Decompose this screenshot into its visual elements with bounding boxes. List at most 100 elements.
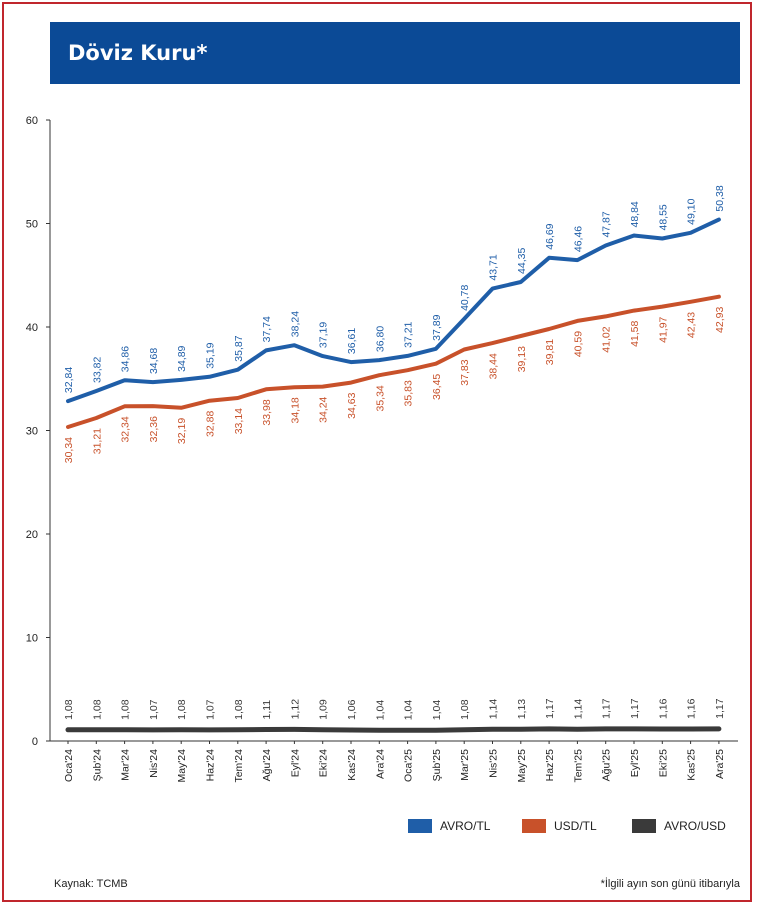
data-label-avro-usd: 1,04 bbox=[403, 700, 415, 721]
legend-item-avro-tl: AVRO/TL bbox=[408, 816, 490, 836]
x-tick-label: Ağu'25 bbox=[601, 749, 613, 782]
y-tick-label: 10 bbox=[26, 633, 38, 645]
data-label-usd-tl: 33,14 bbox=[233, 408, 245, 434]
data-label-avro-usd: 1,17 bbox=[544, 698, 556, 719]
data-label-avro-usd: 1,04 bbox=[431, 700, 443, 721]
x-tick-label: Mar'24 bbox=[120, 749, 132, 781]
y-tick-label: 50 bbox=[26, 219, 38, 231]
data-label-usd-tl: 34,18 bbox=[289, 397, 301, 423]
data-label-avro-usd: 1,07 bbox=[148, 699, 160, 720]
data-label-avro-usd: 1,16 bbox=[686, 698, 698, 719]
data-label-avro-tl: 47,87 bbox=[601, 211, 613, 237]
data-label-avro-tl: 48,84 bbox=[629, 201, 641, 227]
data-label-avro-usd: 1,04 bbox=[374, 700, 386, 721]
data-label-avro-tl: 40,78 bbox=[459, 284, 471, 310]
x-tick-label: May'24 bbox=[176, 749, 188, 783]
x-tick-label: Nis'24 bbox=[148, 749, 160, 778]
data-label-usd-tl: 33,98 bbox=[261, 399, 273, 425]
y-tick-label: 0 bbox=[32, 736, 38, 748]
data-label-avro-tl: 33,82 bbox=[91, 357, 103, 383]
x-tick-label: Ara'25 bbox=[714, 749, 726, 779]
data-label-avro-tl: 46,69 bbox=[544, 223, 556, 249]
legend-label-avro-usd: AVRO/USD bbox=[664, 819, 726, 833]
data-label-avro-tl: 37,21 bbox=[403, 321, 415, 347]
legend-swatch-avro-tl bbox=[408, 819, 432, 833]
data-label-avro-tl: 36,61 bbox=[346, 328, 358, 354]
x-tick-label: Kas'24 bbox=[346, 749, 358, 781]
series-line-avro-tl bbox=[66, 217, 721, 404]
data-label-avro-tl: 37,74 bbox=[261, 316, 273, 342]
source-note: Kaynak: TCMB bbox=[54, 878, 128, 890]
legend-item-avro-usd: AVRO/USD bbox=[632, 816, 726, 836]
legend-swatch-avro-usd bbox=[632, 819, 656, 833]
data-label-usd-tl: 41,58 bbox=[629, 320, 641, 346]
footnote: *İlgili ayın son günü itibarıyla bbox=[600, 878, 740, 890]
data-label-avro-usd: 1,08 bbox=[120, 699, 132, 720]
data-label-usd-tl: 35,34 bbox=[374, 385, 386, 411]
data-label-avro-tl: 38,24 bbox=[289, 311, 301, 337]
data-label-avro-usd: 1,11 bbox=[261, 700, 273, 720]
x-tick-label: Eki'24 bbox=[318, 749, 330, 777]
data-label-avro-tl: 34,68 bbox=[148, 348, 160, 374]
series-line-avro-usd bbox=[65, 726, 722, 733]
legend-label-avro-tl: AVRO/TL bbox=[440, 819, 491, 833]
x-tick-label: Kas'25 bbox=[686, 749, 698, 781]
series-line-usd-tl bbox=[66, 294, 721, 429]
x-tick-label: Ara'24 bbox=[374, 749, 386, 779]
data-label-avro-usd: 1,13 bbox=[516, 699, 528, 720]
x-tick-label: Mar'25 bbox=[459, 749, 471, 781]
data-label-usd-tl: 31,21 bbox=[91, 428, 103, 454]
x-tick-label: Haz'25 bbox=[544, 749, 556, 782]
data-label-avro-usd: 1,12 bbox=[289, 699, 301, 720]
x-tick-label: Nis'25 bbox=[488, 749, 500, 778]
y-tick-label: 20 bbox=[26, 529, 38, 541]
x-tick-label: Şub'25 bbox=[431, 749, 443, 782]
chart-title-bar: Döviz Kuru* bbox=[50, 22, 740, 84]
x-tick-label: Tem'25 bbox=[572, 749, 584, 783]
legend-label-usd-tl: USD/TL bbox=[554, 819, 597, 833]
data-label-usd-tl: 32,88 bbox=[205, 411, 217, 437]
data-label-usd-tl: 36,45 bbox=[431, 374, 443, 400]
x-tick-label: Ağu'24 bbox=[261, 749, 273, 782]
data-label-avro-tl: 44,35 bbox=[516, 248, 528, 274]
data-label-avro-usd: 1,08 bbox=[63, 699, 75, 720]
data-label-avro-tl: 32,84 bbox=[63, 367, 75, 393]
data-label-avro-usd: 1,14 bbox=[488, 699, 500, 720]
x-tick-label: May'25 bbox=[516, 749, 528, 783]
data-label-avro-usd: 1,08 bbox=[91, 699, 103, 720]
data-label-usd-tl: 42,93 bbox=[714, 307, 726, 333]
data-label-usd-tl: 39,13 bbox=[516, 346, 528, 372]
y-tick-label: 60 bbox=[26, 115, 38, 127]
x-tick-label: Eki'25 bbox=[657, 749, 669, 777]
data-label-avro-usd: 1,09 bbox=[318, 699, 330, 720]
data-label-usd-tl: 40,59 bbox=[572, 331, 584, 357]
x-tick-label: Tem'24 bbox=[233, 749, 245, 783]
data-label-usd-tl: 38,44 bbox=[488, 353, 500, 379]
data-label-usd-tl: 32,19 bbox=[176, 418, 188, 444]
data-label-usd-tl: 32,34 bbox=[120, 416, 132, 442]
frame-top-border bbox=[2, 2, 752, 4]
data-label-usd-tl: 39,81 bbox=[544, 339, 556, 365]
data-label-avro-usd: 1,17 bbox=[601, 698, 613, 719]
data-label-avro-usd: 1,08 bbox=[233, 699, 245, 720]
data-label-usd-tl: 32,36 bbox=[148, 416, 160, 442]
data-label-avro-tl: 36,80 bbox=[374, 326, 386, 352]
data-label-avro-usd: 1,16 bbox=[657, 698, 669, 719]
data-label-usd-tl: 41,97 bbox=[657, 316, 669, 342]
data-label-avro-tl: 37,19 bbox=[318, 322, 330, 348]
data-label-avro-tl: 50,38 bbox=[714, 185, 726, 211]
data-label-avro-tl: 35,87 bbox=[233, 335, 245, 361]
data-label-avro-tl: 37,89 bbox=[431, 314, 443, 340]
data-label-avro-usd: 1,08 bbox=[176, 699, 188, 720]
data-label-usd-tl: 41,02 bbox=[601, 326, 613, 352]
y-tick-label: 30 bbox=[26, 426, 38, 438]
data-label-avro-usd: 1,17 bbox=[714, 698, 726, 719]
x-tick-label: Eyl'25 bbox=[629, 749, 641, 777]
data-label-avro-tl: 35,19 bbox=[205, 342, 217, 368]
data-label-usd-tl: 34,63 bbox=[346, 392, 358, 418]
legend-item-usd-tl: USD/TL bbox=[522, 816, 597, 836]
data-label-avro-tl: 34,89 bbox=[176, 345, 188, 371]
x-tick-label: Oca'25 bbox=[403, 749, 415, 782]
